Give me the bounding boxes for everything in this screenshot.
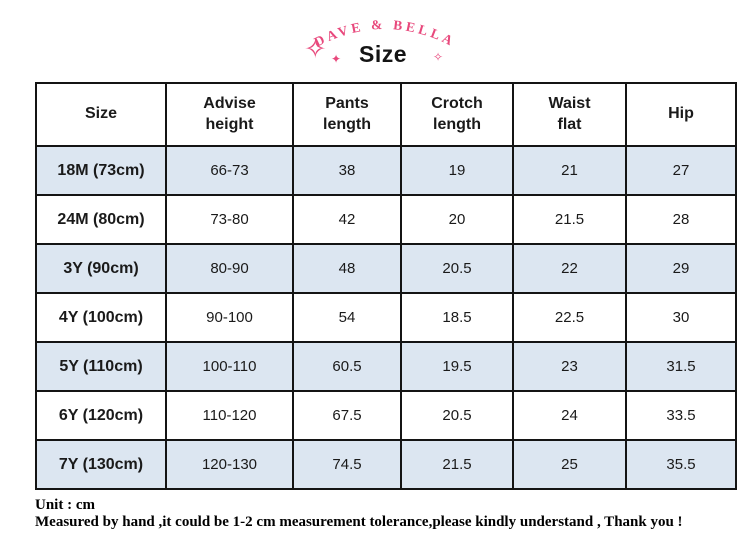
table-cell: 110-120: [165, 390, 294, 441]
column-header-size: Size: [35, 82, 167, 147]
tolerance-note: Measured by hand ,it could be 1-2 cm mea…: [35, 513, 683, 530]
table-cell: 90-100: [165, 292, 294, 343]
table-cell: 22: [512, 243, 627, 294]
row-label-cell: 24M (80cm): [35, 194, 167, 245]
column-header-advise-height: Advise height: [165, 82, 294, 147]
table-cell: 54: [292, 292, 402, 343]
table-cell: 67.5: [292, 390, 402, 441]
table-cell: 21: [512, 145, 627, 196]
table-row-3y: 3Y (90cm) 80-90 48 20.5 22 29: [35, 243, 737, 294]
table-cell: 24: [512, 390, 627, 441]
table-row-4y: 4Y (100cm) 90-100 54 18.5 22.5 30: [35, 292, 737, 343]
table-cell: 23: [512, 341, 627, 392]
size-table: Size Advise height Pants length Crotch l…: [35, 82, 737, 490]
table-row-24m: 24M (80cm) 73-80 42 20 21.5 28: [35, 194, 737, 245]
table-cell: 19: [400, 145, 514, 196]
sparkle-icon: ✧: [304, 34, 327, 65]
table-cell: 66-73: [165, 145, 294, 196]
table-cell: 27: [625, 145, 737, 196]
table-row-7y: 7Y (130cm) 120-130 74.5 21.5 25 35.5: [35, 439, 737, 490]
table-cell: 74.5: [292, 439, 402, 490]
unit-note: Unit : cm: [35, 497, 95, 513]
table-cell: 25: [512, 439, 627, 490]
table-cell: 18.5: [400, 292, 514, 343]
column-header-pants-length: Pants length: [292, 82, 402, 147]
footer-notes: Unit : cm Measured by hand ,it could be …: [35, 497, 683, 530]
table-cell: 48: [292, 243, 402, 294]
column-header-waist-flat: Waist flat: [512, 82, 627, 147]
row-label-cell: 5Y (110cm): [35, 341, 167, 392]
row-label-cell: 4Y (100cm): [35, 292, 167, 343]
table-cell: 20.5: [400, 243, 514, 294]
column-header-crotch-length: Crotch length: [400, 82, 514, 147]
table-cell: 33.5: [625, 390, 737, 441]
table-cell: 31.5: [625, 341, 737, 392]
table-row-5y: 5Y (110cm) 100-110 60.5 19.5 23 31.5: [35, 341, 737, 392]
row-label-cell: 18M (73cm): [35, 145, 167, 196]
page-title: Size: [358, 41, 408, 67]
table-cell: 100-110: [165, 341, 294, 392]
table-cell: 60.5: [292, 341, 402, 392]
table-cell: 35.5: [625, 439, 737, 490]
table-cell: 120-130: [165, 439, 294, 490]
column-header-hip: Hip: [625, 82, 737, 147]
table-cell: 29: [625, 243, 737, 294]
sparkle-icon: ✧: [433, 50, 444, 64]
table-cell: 19.5: [400, 341, 514, 392]
table-cell: 30: [625, 292, 737, 343]
row-label-cell: 7Y (130cm): [35, 439, 167, 490]
brand-arc-graphic: DAVE & BELLA: [312, 17, 455, 50]
table-cell: 21.5: [400, 439, 514, 490]
table-cell: 28: [625, 194, 737, 245]
row-label-cell: 3Y (90cm): [35, 243, 167, 294]
table-row-6y: 6Y (120cm) 110-120 67.5 20.5 24 33.5: [35, 390, 737, 441]
table-cell: 42: [292, 194, 402, 245]
table-cell: 38: [292, 145, 402, 196]
sparkle-icon: ✦: [331, 52, 342, 66]
row-label-cell: 6Y (120cm): [35, 390, 167, 441]
table-cell: 22.5: [512, 292, 627, 343]
table-cell: 20.5: [400, 390, 514, 441]
table-row-18m: 18M (73cm) 66-73 38 19 21 27: [35, 145, 737, 196]
table-cell: 80-90: [165, 243, 294, 294]
table-header-row: Size Advise height Pants length Crotch l…: [35, 82, 737, 147]
table-cell: 20: [400, 194, 514, 245]
table-cell: 73-80: [165, 194, 294, 245]
table-cell: 21.5: [512, 194, 627, 245]
